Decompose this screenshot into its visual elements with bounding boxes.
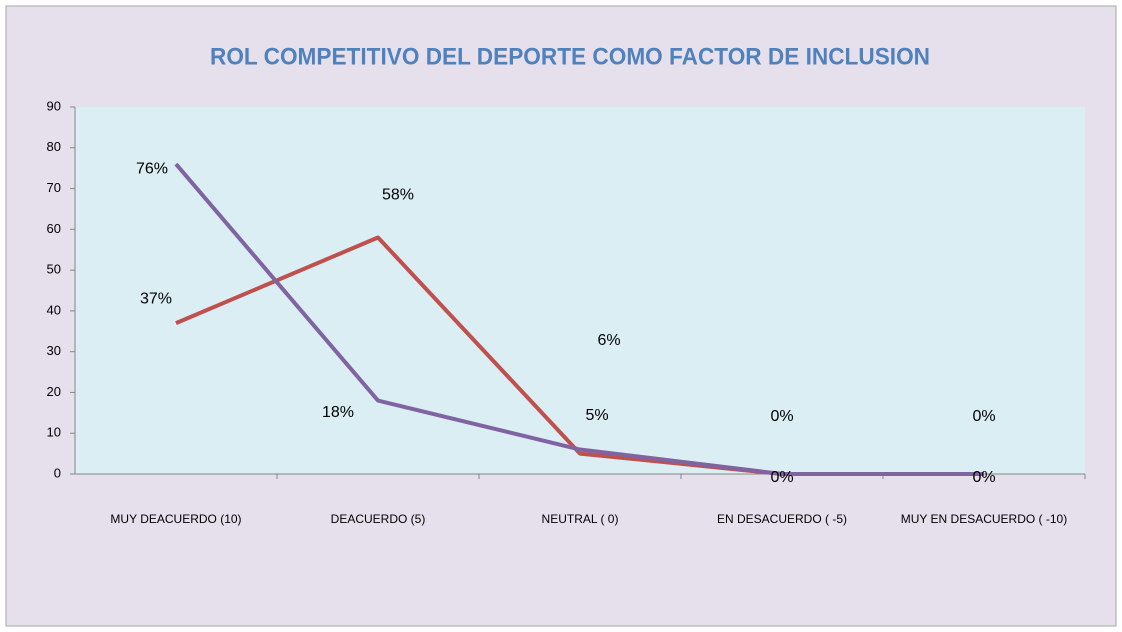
y-tick-label: 50 [47,262,61,277]
x-tick-label: EN DESACUERDO ( -5) [717,512,847,526]
x-tick-label: MUY EN DESACUERDO ( -10) [901,512,1067,526]
x-tick-label: DEACUERDO (5) [331,512,426,526]
data-label: 58% [382,187,414,204]
data-label: 0% [770,408,793,425]
data-label: 0% [972,408,995,425]
data-label: 37% [140,290,172,307]
data-label: 0% [972,469,995,486]
data-label: 76% [136,160,168,177]
y-tick-label: 90 [47,98,61,113]
y-tick-label: 20 [47,384,61,399]
x-tick-label: MUY DEACUERDO (10) [110,512,241,526]
y-tick-label: 70 [47,180,61,195]
y-tick-label: 40 [47,302,61,317]
data-label: 5% [585,407,608,424]
x-tick-label: NEUTRAL ( 0) [542,512,619,526]
chart-title: ROL COMPETITIVO DEL DEPORTE COMO FACTOR … [210,43,930,70]
series-line [174,162,984,476]
data-label: 0% [770,469,793,486]
y-tick-label: 80 [47,139,61,154]
data-label: 18% [322,404,354,421]
y-tick-label: 30 [47,343,61,358]
plot-area [75,107,1085,474]
y-tick-label: 10 [47,425,61,440]
y-tick-label: 60 [47,221,61,236]
data-label: 6% [597,332,620,349]
y-tick-label: 0 [54,465,61,480]
